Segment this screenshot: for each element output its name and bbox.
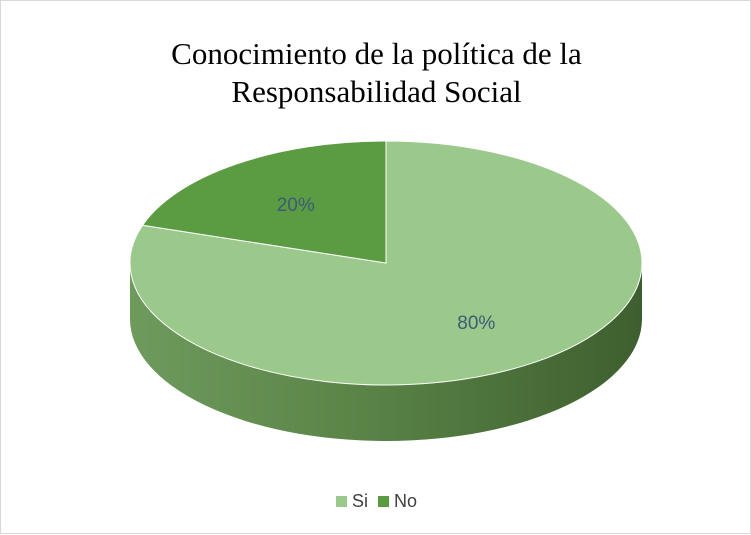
data-label-si: 80% bbox=[457, 313, 495, 334]
pie-slice-no[interactable] bbox=[141, 140, 387, 264]
legend-swatch-si bbox=[335, 496, 347, 507]
data-label-no: 20% bbox=[277, 195, 315, 216]
legend-item-no[interactable]: No bbox=[378, 491, 417, 512]
legend-swatch-no bbox=[378, 496, 389, 507]
chart-title-line-2: Responsabilidad Social bbox=[231, 74, 522, 109]
legend-item-si[interactable]: Si bbox=[335, 491, 368, 512]
legend-label-no: No bbox=[394, 491, 418, 511]
chart-title-line-1: Conocimiento de la política de la bbox=[171, 36, 582, 71]
chart-legend: Si No bbox=[1, 491, 751, 512]
legend-label-si: Si bbox=[351, 491, 368, 511]
pie-slice-si[interactable] bbox=[129, 140, 643, 386]
chart-title: Conocimiento de la política de la Respon… bbox=[1, 35, 751, 111]
pie-side-wall bbox=[130, 263, 642, 441]
